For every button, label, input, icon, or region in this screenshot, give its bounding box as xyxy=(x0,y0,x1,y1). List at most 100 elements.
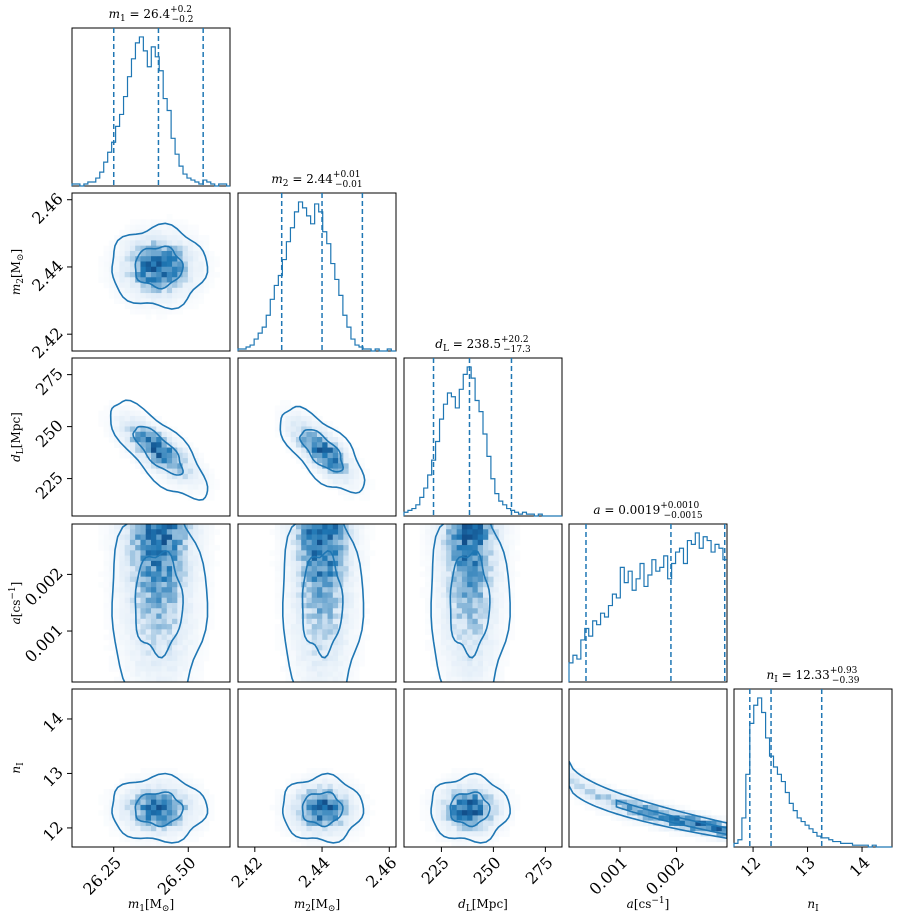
density-cell xyxy=(493,539,500,546)
density-cell xyxy=(446,634,452,641)
density-cell xyxy=(301,836,307,843)
density-cell xyxy=(161,581,168,588)
density-cell xyxy=(198,783,205,790)
density-cell xyxy=(446,555,452,562)
density-cell xyxy=(114,415,120,422)
density-cell xyxy=(456,778,463,785)
density-cell xyxy=(182,479,189,485)
density-cell xyxy=(435,650,442,657)
density-cell xyxy=(327,534,334,541)
density-cell xyxy=(359,539,365,546)
density-cell xyxy=(477,603,484,609)
density-cell xyxy=(172,571,178,578)
density-cell xyxy=(124,660,131,667)
density-cell xyxy=(648,810,654,816)
density-cell xyxy=(114,815,120,822)
density-cell xyxy=(140,250,147,257)
density-cell xyxy=(182,235,189,241)
density-cell xyxy=(166,773,173,779)
density-cell xyxy=(498,613,505,620)
density-cell xyxy=(198,794,205,800)
density-cell xyxy=(435,603,442,609)
density-cell xyxy=(327,624,334,630)
density-cell xyxy=(135,660,141,667)
density-cell xyxy=(435,639,442,646)
density-cell xyxy=(108,634,115,641)
density-cell xyxy=(504,645,510,651)
density-cell xyxy=(172,645,178,651)
density-cell xyxy=(322,768,328,774)
density-cell xyxy=(145,261,152,268)
density-cell xyxy=(198,298,205,304)
density-cell xyxy=(172,613,178,620)
density-cell xyxy=(669,831,675,837)
density-cell xyxy=(145,566,152,572)
density-cell xyxy=(306,421,313,427)
density-cell xyxy=(306,458,313,464)
density-cell xyxy=(306,650,313,657)
density-cell xyxy=(338,804,344,811)
density-cell xyxy=(119,245,126,252)
density-cell xyxy=(322,676,328,682)
density-cell xyxy=(353,447,360,454)
contour-outer xyxy=(111,222,209,310)
density-cell xyxy=(161,655,168,662)
density-cell xyxy=(203,815,210,822)
density-cell xyxy=(108,624,115,630)
density-cell xyxy=(451,783,458,790)
density-cell xyxy=(695,810,702,816)
density-cell xyxy=(172,468,178,475)
density-cell xyxy=(203,603,210,609)
density-cell xyxy=(187,676,194,682)
density-cell xyxy=(353,815,360,822)
density-cell xyxy=(317,524,323,530)
density-cell xyxy=(269,550,276,556)
density-cell xyxy=(172,789,178,795)
density-cell xyxy=(108,261,115,268)
density-cell xyxy=(129,608,136,614)
density-cell xyxy=(124,405,131,412)
density-cell xyxy=(338,810,344,816)
density-cell xyxy=(322,778,328,785)
density-cell xyxy=(306,789,313,795)
density-cell xyxy=(119,613,126,620)
density-cell xyxy=(193,789,199,795)
density-cell xyxy=(140,608,147,614)
density-cell xyxy=(208,489,215,496)
density-cell xyxy=(306,452,313,459)
density-cell xyxy=(306,773,313,779)
density-cell xyxy=(343,592,349,599)
density-cell xyxy=(182,560,189,567)
density-cell xyxy=(182,534,189,541)
density-cell xyxy=(285,666,292,672)
density-cell xyxy=(124,415,131,422)
density-cell xyxy=(114,804,120,811)
density-cell xyxy=(663,799,670,806)
density-cell xyxy=(145,592,152,599)
density-cell xyxy=(295,566,302,572)
density-cell xyxy=(198,479,205,485)
density-cell xyxy=(477,836,484,843)
density-cell xyxy=(161,298,168,304)
density-cell xyxy=(145,783,152,790)
density-cell xyxy=(338,773,344,779)
density-cell xyxy=(332,836,339,843)
density-cell xyxy=(103,789,110,795)
density-cell xyxy=(129,421,136,427)
histogram-step-a xyxy=(568,532,727,682)
density-cell xyxy=(306,799,313,806)
density-cell xyxy=(579,778,586,785)
density-cell xyxy=(648,815,654,822)
density-cell xyxy=(108,666,115,672)
density-cell xyxy=(343,555,349,562)
density-cell xyxy=(172,426,178,433)
density-cell xyxy=(472,794,479,800)
density-cell xyxy=(161,810,168,816)
density-cell xyxy=(705,825,712,832)
density-cell xyxy=(311,581,318,588)
density-cell xyxy=(509,555,515,562)
density-cell xyxy=(274,810,281,816)
density-cell xyxy=(214,529,220,535)
density-cell xyxy=(684,825,691,832)
